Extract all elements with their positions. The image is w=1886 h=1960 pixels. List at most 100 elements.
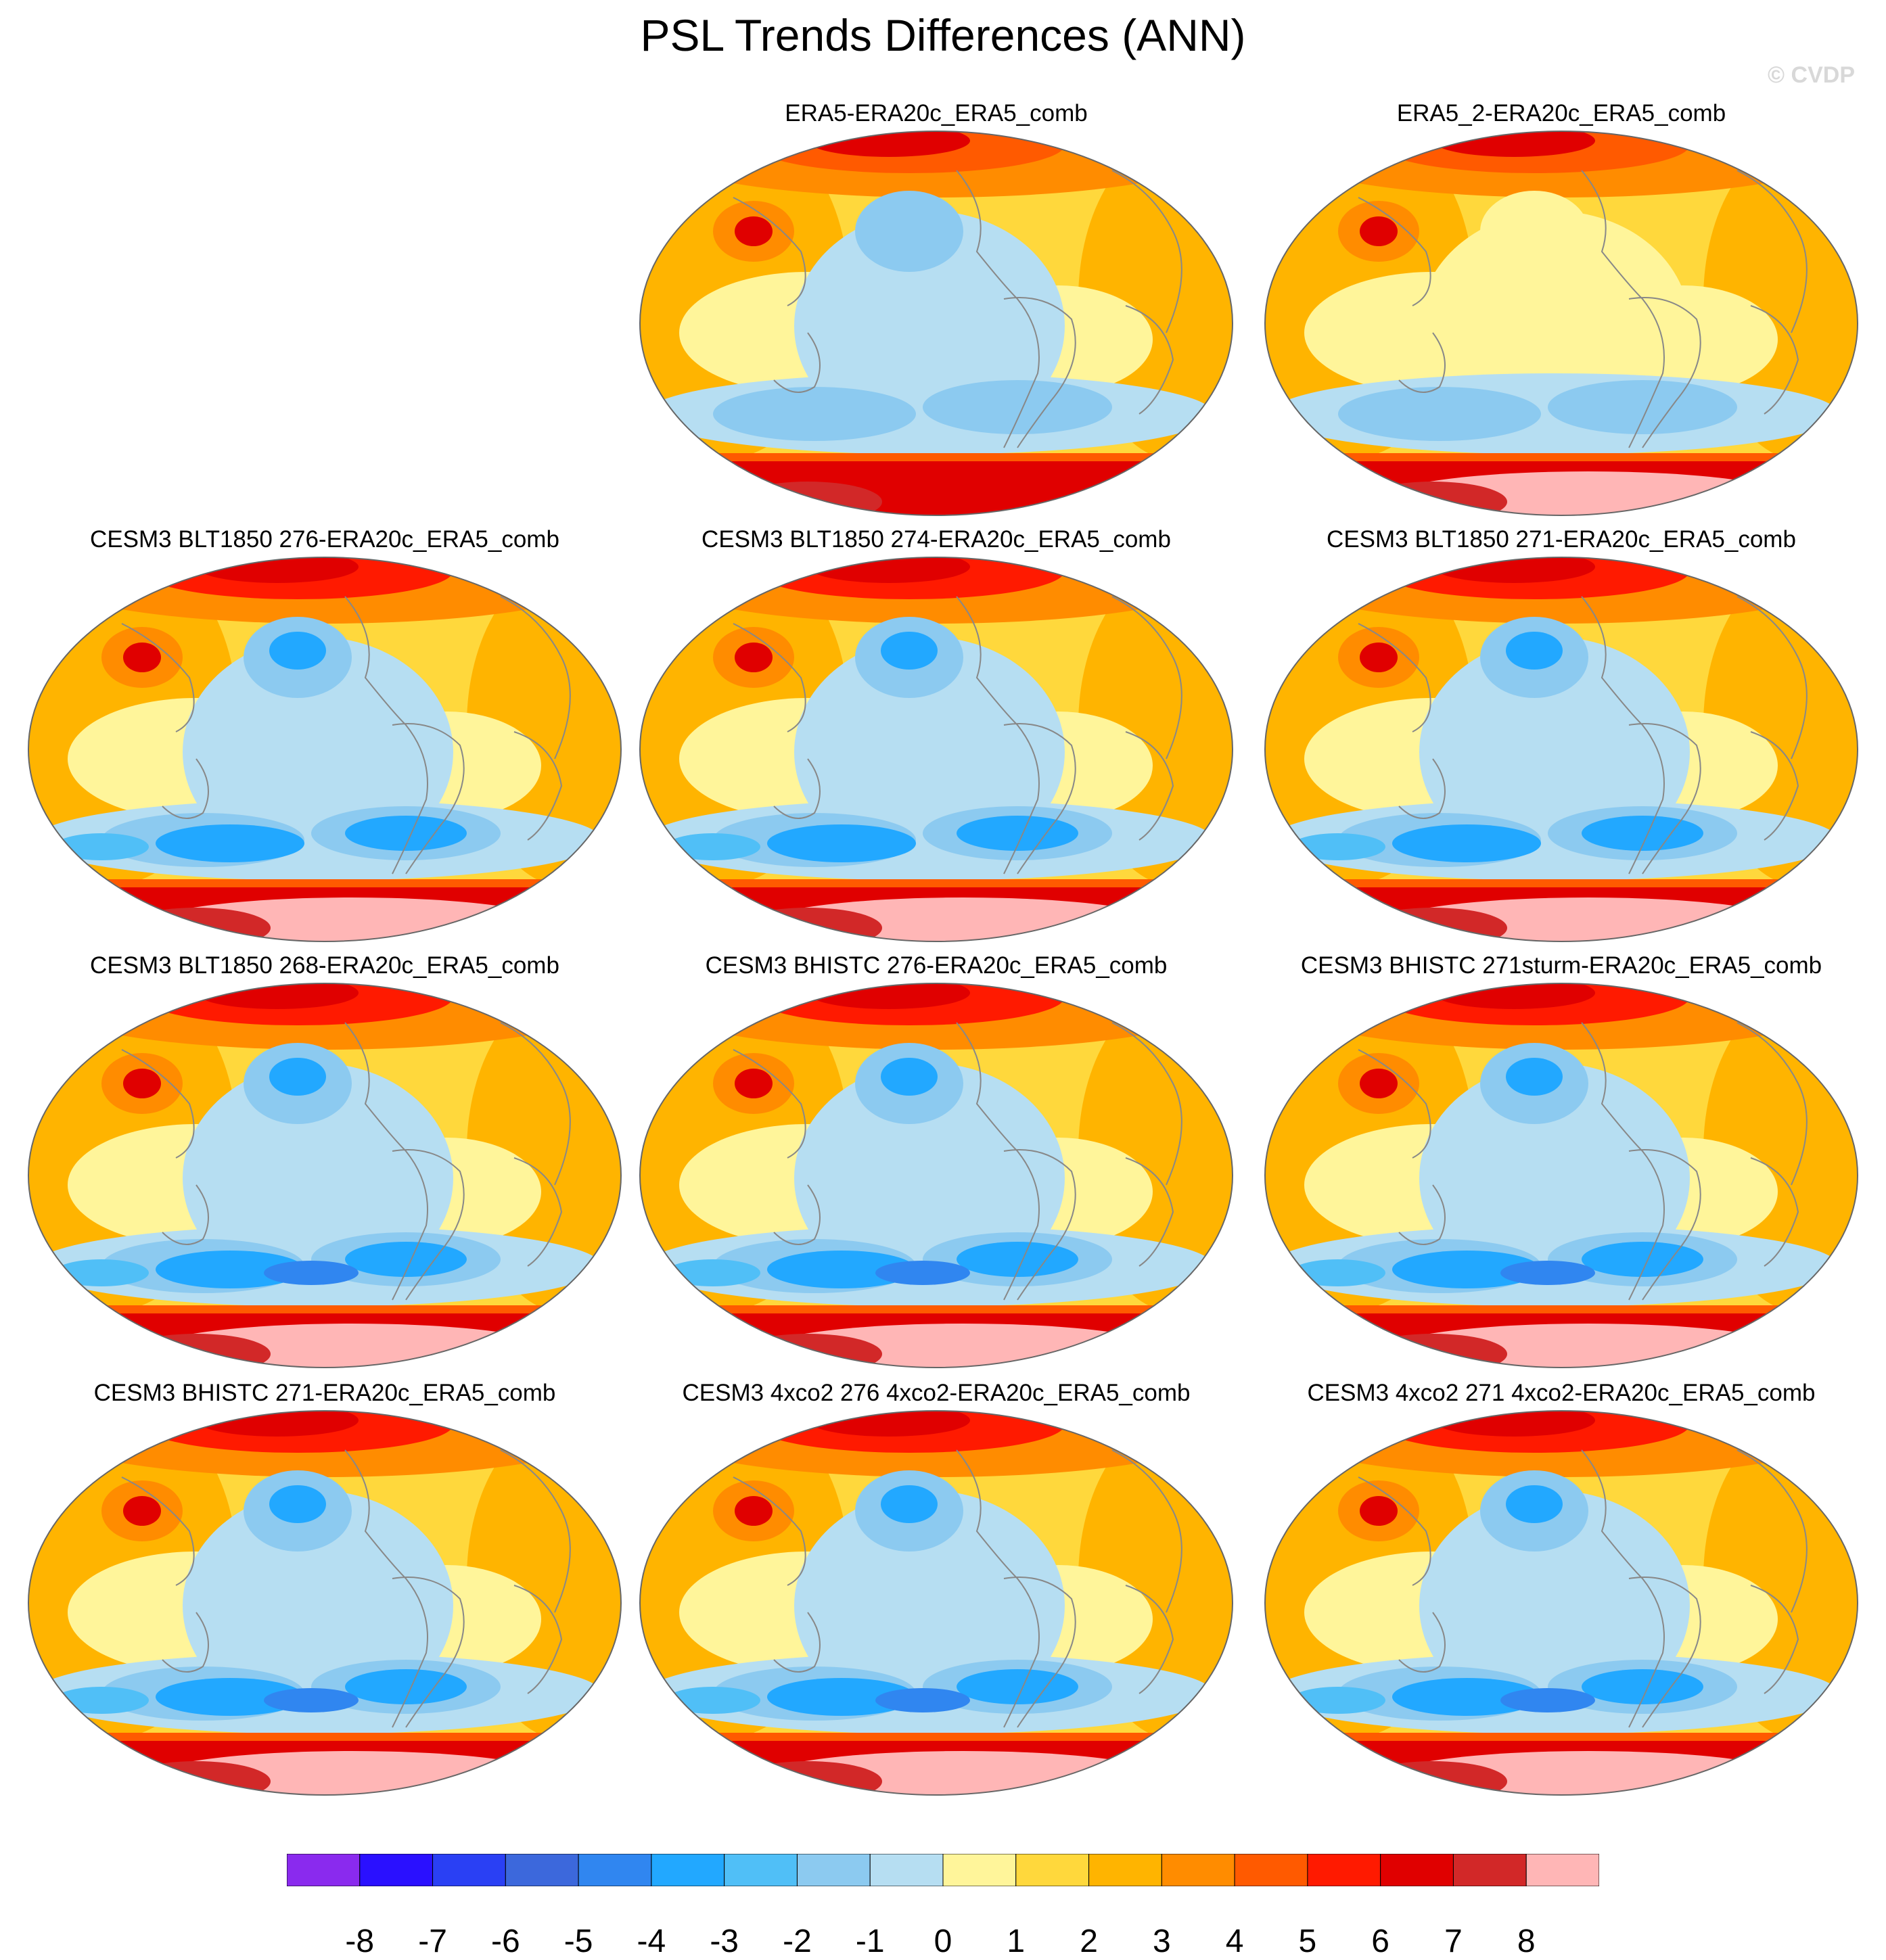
coastline-0 — [344, 1022, 428, 1301]
southern-core-3 — [666, 1259, 760, 1286]
southern-core-2 — [1582, 1242, 1703, 1277]
coastline-5 — [1750, 1157, 1799, 1267]
panel-title: CESM3 BLT1850 276-ERA20c_ERA5_comb — [90, 526, 559, 553]
coastline-5 — [1125, 1157, 1174, 1267]
coastline-1 — [1003, 1577, 1076, 1728]
coastline-4 — [1111, 1022, 1182, 1186]
tibet-core — [1360, 643, 1398, 672]
colorbar-tick-label: -2 — [783, 1923, 812, 1959]
antarctic-plateau — [122, 1334, 271, 1368]
coastline-3 — [162, 1612, 209, 1673]
antarctic-plateau — [733, 1334, 882, 1368]
coastline-1 — [1628, 723, 1701, 874]
tibet-core — [1360, 1496, 1398, 1526]
colorbar-tick-label: 0 — [934, 1923, 952, 1959]
coastline-2 — [1358, 197, 1431, 306]
arctic-core — [196, 1411, 359, 1437]
north-pacific-core — [269, 632, 326, 670]
coastline-4 — [1111, 1449, 1182, 1613]
north-pacific-core — [881, 632, 938, 670]
colorbar-tick-label: -8 — [345, 1923, 375, 1959]
coastline-4 — [500, 1449, 571, 1613]
north-pacific-low — [855, 191, 963, 272]
colorbar-tick-label: 8 — [1517, 1923, 1536, 1959]
southern-core-3 — [1291, 1259, 1385, 1286]
tibet-core — [735, 1496, 773, 1526]
antarctic-plateau — [1358, 908, 1507, 941]
coastline-1 — [392, 1149, 465, 1301]
panel-title: CESM3 BLT1850 271-ERA20c_ERA5_comb — [1327, 526, 1796, 553]
coastline-5 — [1125, 731, 1174, 841]
coastline-4 — [1736, 596, 1808, 760]
antarctic-plateau — [733, 1761, 882, 1795]
colorbar-segment — [869, 1854, 944, 1886]
coastline-4 — [500, 1022, 571, 1186]
coastline-4 — [1736, 170, 1808, 333]
colorbar-tick-label: 1 — [1007, 1923, 1026, 1959]
arctic-core — [1433, 983, 1595, 1009]
southern-deep — [875, 1261, 970, 1285]
southern-core-1 — [156, 824, 304, 862]
colorbar-segment — [942, 1854, 1017, 1886]
coastline-3 — [773, 1612, 821, 1673]
arctic-core — [808, 131, 970, 157]
arctic-core — [808, 557, 970, 583]
arctic-core — [1433, 557, 1595, 583]
map-panel — [639, 131, 1233, 516]
coastline-5 — [1750, 731, 1799, 841]
panel-title: CESM3 BHISTC 271sturm-ERA20c_ERA5_comb — [1300, 952, 1822, 979]
southern-core-3 — [666, 833, 760, 860]
coastline-3 — [1398, 1184, 1446, 1245]
southern-core-2 — [1582, 1669, 1703, 1704]
colorbar — [287, 1854, 1599, 1886]
map-panel — [1264, 131, 1858, 516]
panel-title: ERA5_2-ERA20c_ERA5_comb — [1396, 100, 1726, 126]
colorbar-segment — [796, 1854, 871, 1886]
tibet-core — [123, 1069, 161, 1098]
southern-low-1 — [1338, 387, 1541, 441]
coastline-4 — [1736, 1449, 1808, 1613]
colorbar-segment — [724, 1854, 798, 1886]
colorbar-segment — [287, 1854, 361, 1886]
map-border — [1264, 983, 1858, 1368]
coastline-4 — [500, 596, 571, 760]
colorbar-tick-label: 4 — [1225, 1923, 1244, 1959]
panel-title: CESM3 BHISTC 276-ERA20c_ERA5_comb — [705, 952, 1168, 979]
coastline-2 — [121, 1049, 195, 1159]
southern-deep — [264, 1688, 359, 1712]
coastline-5 — [513, 1157, 563, 1267]
colorbar-tick-label: -4 — [637, 1923, 666, 1959]
coastline-1 — [392, 723, 465, 874]
coastline-0 — [344, 596, 428, 874]
colorbar-tick-label: -7 — [418, 1923, 447, 1959]
tibet-core — [735, 643, 773, 672]
north-pacific-core — [881, 1058, 938, 1096]
north-pacific-core — [1506, 1485, 1563, 1523]
tibet-core — [123, 643, 161, 672]
arctic-core — [196, 557, 359, 583]
southern-deep — [875, 1688, 970, 1712]
coastline-0 — [1581, 170, 1665, 448]
southern-low-2 — [1548, 380, 1737, 434]
map-border — [28, 557, 622, 942]
southern-core-1 — [767, 1678, 916, 1716]
coastline-3 — [773, 332, 821, 393]
coastline-5 — [1125, 1585, 1174, 1694]
north-pacific-core — [881, 1485, 938, 1523]
cvdp-watermark: © CVDP — [1768, 62, 1855, 88]
colorbar-segment — [1234, 1854, 1308, 1886]
southern-deep — [1500, 1688, 1595, 1712]
coastline-3 — [1398, 758, 1446, 819]
southern-core-1 — [767, 1251, 916, 1288]
southern-deep — [1500, 1261, 1595, 1285]
coastline-3 — [1398, 332, 1446, 393]
colorbar-segment — [1452, 1854, 1527, 1886]
southern-core-2 — [957, 1669, 1078, 1704]
coastline-4 — [1111, 596, 1182, 760]
map-border — [1264, 557, 1858, 942]
coastline-4 — [1736, 1022, 1808, 1186]
map-panel — [639, 983, 1233, 1368]
coastline-2 — [121, 1476, 195, 1586]
southern-core-2 — [345, 816, 467, 851]
panel-title: CESM3 4xco2 276 4xco2-ERA20c_ERA5_comb — [682, 1380, 1191, 1406]
